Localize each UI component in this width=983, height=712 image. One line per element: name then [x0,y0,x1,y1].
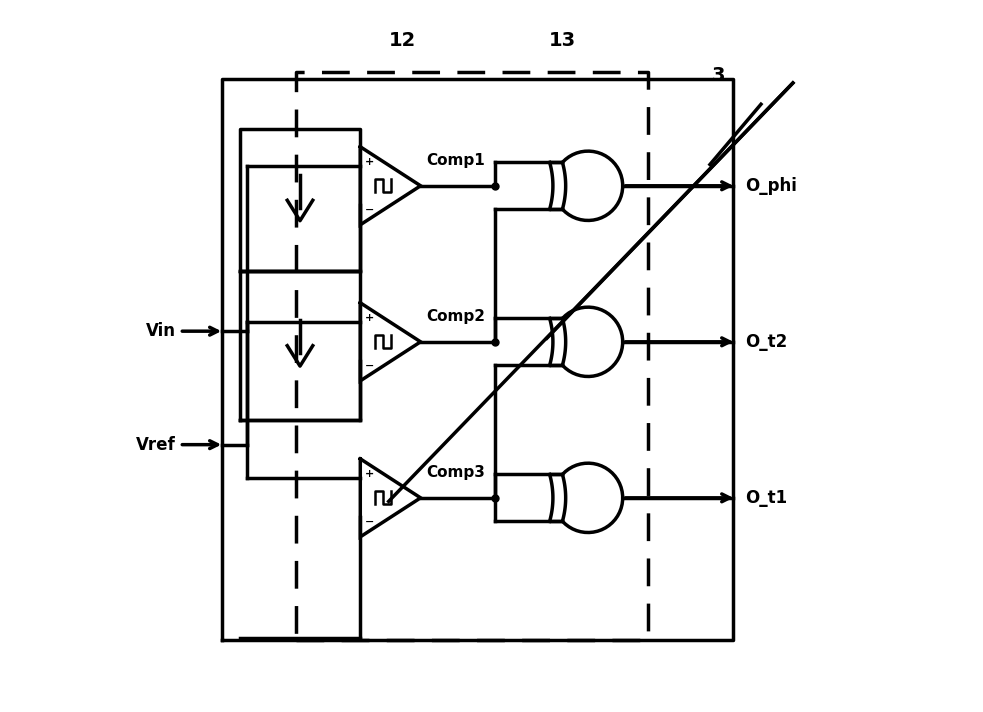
Text: +: + [365,468,374,478]
Text: −: − [365,205,374,215]
Text: Comp3: Comp3 [427,465,486,480]
Text: Comp1: Comp1 [427,153,485,168]
Text: O_t2: O_t2 [745,333,787,351]
Text: Comp2: Comp2 [427,309,486,324]
Text: Vin: Vin [145,322,176,340]
Text: −: − [365,361,374,371]
Text: Vref: Vref [137,436,176,454]
Text: 3: 3 [712,66,725,85]
Text: −: − [365,517,374,527]
Text: +: + [365,157,374,167]
Text: O_t1: O_t1 [745,489,787,507]
Text: +: + [365,313,374,323]
Text: O_phi: O_phi [745,177,797,195]
Text: 12: 12 [389,31,417,50]
Text: 13: 13 [549,31,576,50]
